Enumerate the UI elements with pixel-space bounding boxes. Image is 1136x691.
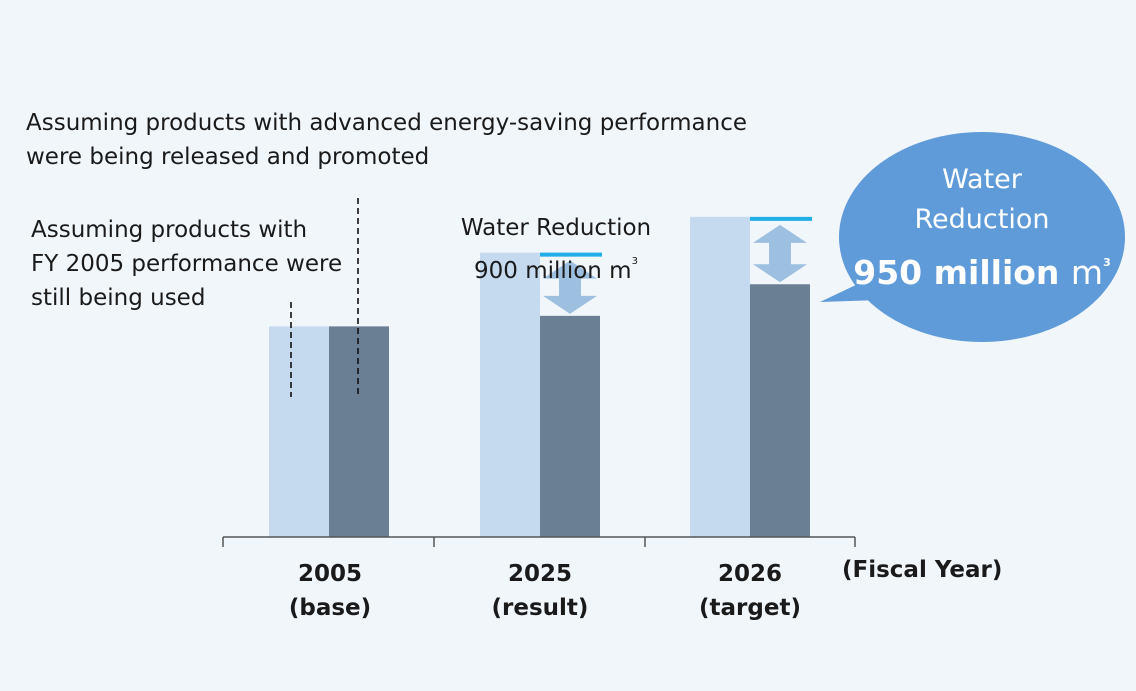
annotation-advanced-products: Assuming products with advanced energy-s… [26, 110, 748, 170]
annotation-fy2005-products: Assuming products with FY 2005 performan… [31, 217, 343, 311]
bar-2005-series1 [269, 326, 329, 537]
bar-2005-series2 [329, 326, 389, 537]
bubble-value: 950 million m3 [853, 253, 1111, 292]
category-label-2025: 2025 (result) [491, 561, 589, 621]
bar-2026-series1 [690, 216, 750, 537]
reduction-arrow-2026 [753, 224, 807, 283]
bars-group [269, 216, 810, 537]
category-label-2005: 2005 (base) [288, 561, 372, 621]
reduction-arrow-2025 [543, 260, 597, 314]
callout-bubble [820, 132, 1125, 342]
bar-2026-series2 [750, 284, 810, 537]
bubble-line1: Water [942, 164, 1022, 195]
water-reduction-value: 900 million m3 [474, 256, 638, 284]
x-axis [222, 536, 856, 547]
category-label-2026: 2026 (target) [699, 561, 801, 621]
x-axis-label: (Fiscal Year) [842, 557, 1003, 583]
marks-group [290, 198, 812, 397]
bar-2025-series2 [540, 315, 600, 537]
bubble-line2: Reduction [914, 204, 1050, 235]
annotation-water-reduction-2025: Water Reduction 900 million m3 [456, 211, 656, 288]
bar-2025-series1 [480, 252, 540, 537]
bubble-text: Water Reduction 950 million m3 [846, 160, 1118, 296]
water-reduction-label: Water Reduction [460, 215, 652, 241]
